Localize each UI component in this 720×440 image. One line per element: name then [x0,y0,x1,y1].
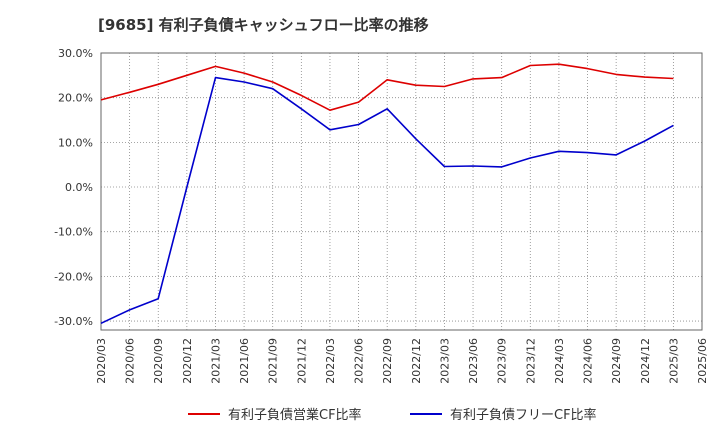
x-tick-label: 2023/06 [467,338,480,384]
x-tick-label: 2024/03 [553,338,566,384]
data-point [385,77,390,82]
x-axis: 2020/03 2020/06 2020/09 2020/12 2021/03 2021/… [95,338,709,384]
data-point [471,76,476,81]
data-point [99,97,104,102]
data-point [184,185,189,190]
x-tick-label: 2025/06 [696,338,709,384]
data-point [213,64,218,69]
y-tick-label: -20.0% [54,270,93,283]
x-tick-label: 2021/03 [209,338,222,384]
x-tick-label: 2023/12 [524,338,537,384]
legend: 有利子負債営業CF比率 有利子負債フリーCF比率 [188,407,597,423]
data-point [270,80,275,85]
x-tick-label: 2022/06 [353,338,366,384]
x-tick-label: 2020/03 [95,338,108,384]
data-point [499,164,504,169]
x-tick-label: 2023/09 [496,338,509,384]
data-point [528,155,533,160]
data-point [556,62,561,67]
x-tick-label: 2022/12 [410,338,423,384]
x-tick-label: 2020/12 [181,338,194,384]
data-point [356,122,361,127]
data-point [442,84,447,89]
data-point [614,72,619,77]
data-point [184,73,189,78]
data-point [442,164,447,169]
x-tick-label: 2024/12 [639,338,652,384]
data-point [642,139,647,144]
data-point [356,100,361,105]
data-point [671,123,676,128]
x-tick-label: 2021/12 [295,338,308,384]
data-point [471,164,476,169]
data-point [528,63,533,68]
data-point [127,90,132,95]
data-point [413,83,418,88]
data-point [671,76,676,81]
y-tick-label: 0.0% [65,181,93,194]
data-point [585,66,590,71]
x-tick-label: 2025/03 [667,338,680,384]
data-point [270,86,275,91]
plot-frame [100,52,703,331]
data-point [556,149,561,154]
x-tick-label: 2020/06 [124,338,137,384]
grid-layer [101,52,702,330]
y-tick-label: -10.0% [54,226,93,239]
data-point [413,136,418,141]
series-layer [99,62,676,326]
x-tick-label: 2022/03 [324,338,337,384]
data-point [99,321,104,326]
data-point [242,71,247,76]
chart-title: [9685] 有利子負債キャッシュフロー比率の推移 [98,16,429,34]
data-point [614,152,619,157]
data-point [327,127,332,132]
x-tick-label: 2021/06 [238,338,251,384]
data-point [499,75,504,80]
x-tick-label: 2021/09 [267,338,280,384]
y-axis: 30.0% 20.0% 10.0% 0.0% -10.0% -20.0% -30.0% [54,47,93,328]
data-point [156,296,161,301]
x-tick-label: 2020/09 [152,338,165,384]
data-point [385,106,390,111]
legend-label: 有利子負債フリーCF比率 [450,407,597,423]
series-line-2 [100,76,674,325]
data-point [299,106,304,111]
data-point [327,108,332,113]
x-tick-label: 2023/03 [438,338,451,384]
x-tick-label: 2024/06 [582,338,595,384]
y-tick-label: 30.0% [58,47,93,60]
data-point [642,75,647,80]
y-tick-label: 20.0% [58,92,93,105]
data-point [127,307,132,312]
data-point [213,75,218,80]
data-point [585,150,590,155]
legend-label: 有利子負債営業CF比率 [228,407,362,423]
series-line-1 [100,63,674,111]
data-point [156,82,161,87]
y-tick-label: -30.0% [54,315,93,328]
x-tick-label: 2022/09 [381,338,394,384]
data-point [242,80,247,85]
y-tick-label: 10.0% [58,136,93,149]
data-point [299,93,304,98]
x-tick-label: 2024/09 [610,338,623,384]
